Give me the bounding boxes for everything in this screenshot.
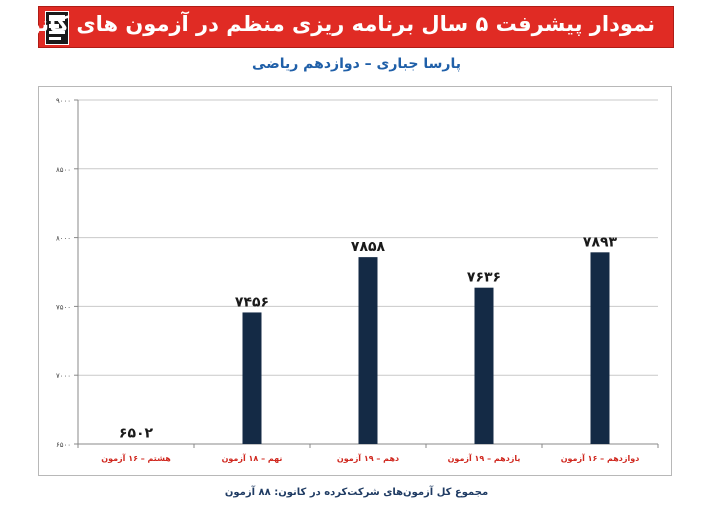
y-tick-label: ۸۵۰۰ — [56, 166, 71, 174]
x-tick-label: نهم – ۱۸ آزمون — [222, 453, 283, 463]
y-tick-label: ۷۰۰۰ — [56, 372, 71, 380]
bar — [358, 257, 378, 444]
y-tick-label: ۸۰۰۰ — [56, 235, 71, 243]
y-tick-label: ۷۵۰۰ — [56, 303, 71, 311]
kanoon-logo-icon — [45, 11, 69, 45]
y-tick-label: ۹۰۰۰ — [56, 97, 71, 105]
data-label: ۷۶۳۶ — [467, 270, 501, 286]
x-tick-label: هشتم – ۱۶ آزمون — [101, 453, 171, 463]
x-tick-label: دوازدهم – ۱۶ آزمون — [561, 453, 640, 463]
data-label: ۶۵۰۲ — [119, 426, 154, 442]
chart-frame — [38, 86, 672, 476]
data-label: ۷۸۵۸ — [351, 239, 386, 255]
page-title: نمودار پیشرفت ۵ سال برنامه ریزی منظم در … — [9, 12, 655, 36]
data-label: ۷۸۹۳ — [583, 234, 618, 250]
data-label: ۷۴۵۶ — [235, 294, 269, 310]
bar — [242, 312, 262, 444]
y-tick-label: ۶۵۰۰ — [56, 441, 71, 449]
bar — [474, 287, 494, 444]
x-tick-label: یازدهم – ۱۹ آزمون — [448, 453, 521, 463]
footer-note: مجموع کل آزمون‌های شرکت‌کرده در کانون: ۸… — [224, 487, 489, 498]
x-tick-label: دهم – ۱۹ آزمون — [337, 453, 399, 463]
chart-subtitle: پارسا جباری – دوازدهم ریاضی — [252, 56, 461, 72]
title-banner: نمودار پیشرفت ۵ سال برنامه ریزی منظم در … — [10, 6, 674, 48]
bar — [590, 252, 610, 444]
